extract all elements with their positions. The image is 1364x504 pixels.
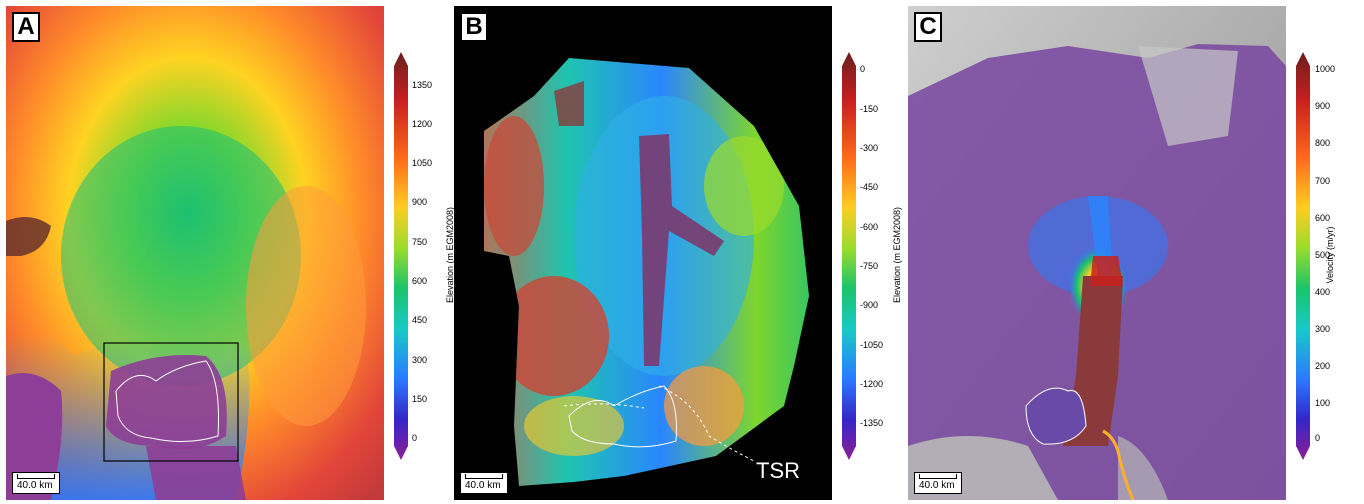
elevation-map-a — [6, 6, 384, 500]
colorbar-a-tick: 300 — [412, 355, 428, 365]
colorbar-b-tick: -900 — [860, 300, 879, 310]
colorbar-a-gradient — [394, 52, 408, 460]
colorbar-c-gradient — [1296, 52, 1310, 460]
colorbar-a — [394, 52, 408, 460]
colorbar-a-tick: 900 — [412, 197, 428, 207]
bed-elevation-map-b — [484, 58, 809, 486]
colorbar-c-tick: 900 — [1315, 101, 1331, 111]
scale-bar: 40.0 km — [914, 472, 962, 494]
colorbar-c-tick: 100 — [1315, 398, 1331, 408]
panel-letter: B — [460, 12, 488, 42]
tsr-annotation: TSR — [756, 458, 800, 483]
colorbar-a-tick: 450 — [412, 315, 428, 325]
colorbar-c-tick: 200 — [1315, 361, 1331, 371]
scale-bar-graphic — [919, 474, 957, 479]
colorbar-b-tick: -150 — [860, 104, 879, 114]
colorbar-b-gradient — [842, 52, 856, 460]
colorbar-c — [1296, 52, 1310, 460]
colorbar-c-tick: 800 — [1315, 138, 1331, 148]
colorbar-b-title: Elevation (m EGM2008) — [892, 206, 902, 304]
scale-bar-label: 40.0 km — [17, 480, 53, 491]
colorbar-a-tick: 1050 — [412, 158, 433, 168]
panel-letter: A — [12, 12, 40, 42]
colorbar-c-tick: 600 — [1315, 213, 1331, 223]
colorbar-b-tick: 0 — [860, 64, 866, 74]
scale-bar: 40.0 km — [460, 472, 508, 494]
colorbar-a-tick: 1200 — [412, 119, 433, 129]
colorbar-b-tick: -1200 — [860, 379, 884, 389]
colorbar-a-tick: 750 — [412, 237, 428, 247]
colorbar-b-tick: -300 — [860, 143, 879, 153]
panel-letter: C — [914, 12, 942, 42]
colorbar-c-tick: 400 — [1315, 287, 1331, 297]
colorbar-b-tick: -450 — [860, 182, 879, 192]
colorbar-a-tick: 1350 — [412, 80, 433, 90]
scale-bar-label: 40.0 km — [465, 480, 501, 491]
panel-a-elevation-map: A 40.0 km — [6, 6, 384, 500]
scale-bar-graphic — [465, 474, 503, 479]
colorbar-a-tick: 600 — [412, 276, 428, 286]
colorbar-b-tick: -1050 — [860, 340, 884, 350]
colorbar-c-title: Velocity (m/yr) — [1325, 226, 1335, 284]
panel-c-velocity-map: C 40.0 km — [908, 6, 1286, 500]
colorbar-a-tick: 150 — [412, 394, 428, 404]
scale-bar-graphic — [17, 474, 55, 479]
colorbar-b — [842, 52, 856, 460]
colorbar-b-tick: -600 — [860, 222, 879, 232]
colorbar-b-tick: -750 — [860, 261, 879, 271]
colorbar-c-tick: 700 — [1315, 176, 1331, 186]
panel-b-bed-map: B 40.0 km TSR — [454, 6, 832, 500]
scale-bar: 40.0 km — [12, 472, 60, 494]
colorbar-b-tick: -1350 — [860, 418, 884, 428]
colorbar-a-tick: 0 — [412, 433, 418, 443]
colorbar-c-tick: 500 — [1315, 250, 1331, 260]
colorbar-c-tick: 0 — [1315, 433, 1321, 443]
colorbar-c-tick: 300 — [1315, 324, 1331, 334]
colorbar-c-tick: 1000 — [1315, 64, 1336, 74]
velocity-map-c — [908, 6, 1286, 500]
scale-bar-label: 40.0 km — [919, 480, 955, 491]
